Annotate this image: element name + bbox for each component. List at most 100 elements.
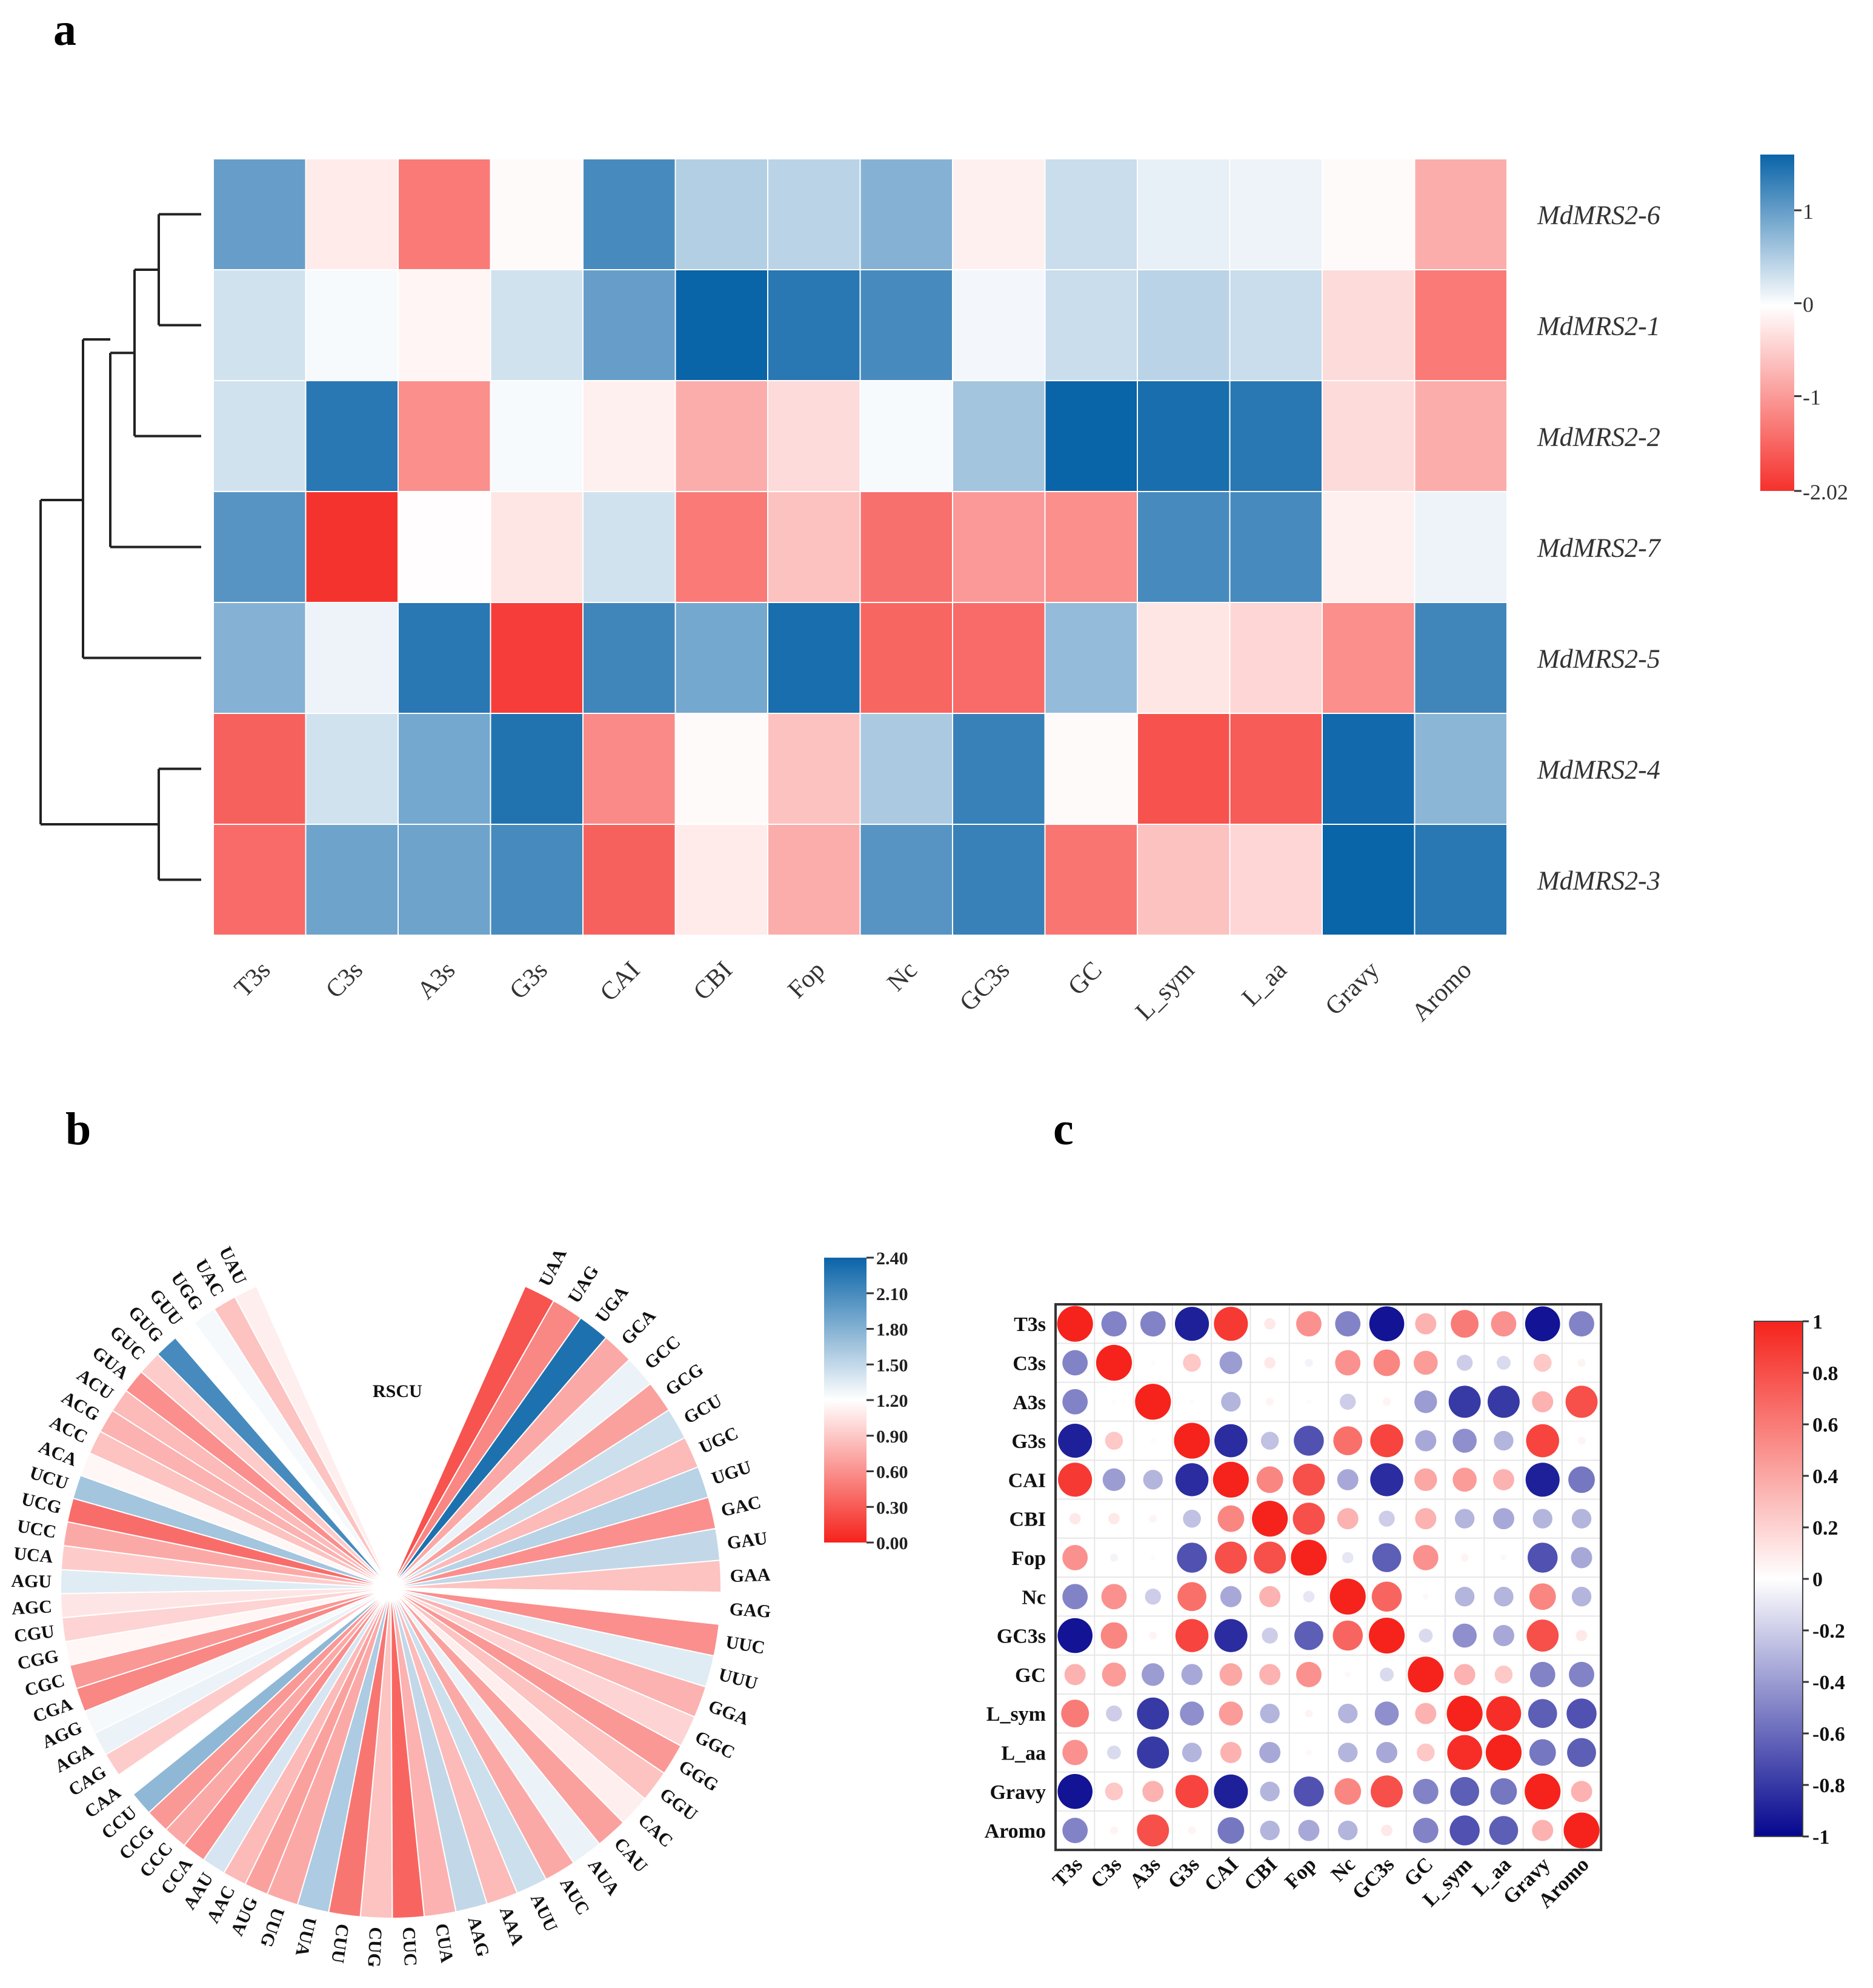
correlation-circle — [1106, 1745, 1121, 1760]
heatmap-cell — [674, 269, 768, 381]
correlation-circle — [1061, 1699, 1090, 1728]
column-label: Fop — [1280, 1853, 1320, 1893]
column-label: G3s — [504, 956, 553, 1005]
correlation-circle — [1057, 1618, 1093, 1653]
correlation-circle — [1220, 1586, 1242, 1607]
correlation-circle — [1264, 1357, 1276, 1369]
correlation-circle — [1062, 1350, 1088, 1376]
correlation-circle — [1370, 1424, 1403, 1458]
correlation-circle — [1137, 1697, 1169, 1730]
heatmap-cell — [490, 824, 584, 936]
heatmap-cell — [1044, 602, 1138, 714]
correlation-circle — [1494, 1666, 1513, 1684]
codon-label: GCC — [640, 1332, 684, 1373]
correlation-circle — [1492, 1469, 1514, 1490]
heatmap-cell — [1414, 158, 1508, 270]
heatmap-cell — [213, 380, 307, 492]
heatmap-cell — [1229, 713, 1323, 825]
column-label: Gravy — [1320, 956, 1385, 1021]
column-label: T3s — [229, 956, 276, 1003]
codon-label: UGC — [696, 1423, 741, 1458]
correlation-circle — [1412, 1778, 1439, 1804]
heatmap-cell — [582, 602, 676, 714]
correlation-circle — [1415, 1508, 1437, 1530]
correlation-circle — [1370, 1463, 1403, 1496]
row-label: T3s — [1014, 1313, 1046, 1336]
heatmap-cell — [1137, 158, 1231, 270]
heatmap-cell — [952, 269, 1046, 381]
column-label: Aromo — [1406, 956, 1477, 1027]
correlation-circle — [1414, 1350, 1438, 1375]
correlation-circle — [1577, 1436, 1586, 1445]
correlation-circle — [1260, 1820, 1280, 1841]
correlation-circle — [1494, 1430, 1514, 1451]
heatmap-cell — [1137, 491, 1231, 603]
row-label: MdMRS2-2 — [1537, 422, 1660, 452]
correlation-circle — [1563, 1812, 1600, 1849]
correlation-circle — [1109, 1553, 1119, 1562]
correlation-circle — [1528, 1543, 1558, 1573]
correlation-circle — [1571, 1509, 1592, 1529]
correlation-circle — [1062, 1389, 1088, 1415]
column-label: Nc — [882, 956, 923, 997]
correlation-circle — [1415, 1703, 1437, 1724]
correlation-circle — [1062, 1584, 1088, 1610]
heatmap-cell — [1044, 269, 1138, 381]
heatmap-cell — [1414, 602, 1508, 714]
colorbar-tick-label: 0.30 — [876, 1498, 908, 1518]
correlation-circle — [1496, 1355, 1511, 1370]
correlation-circle — [1259, 1664, 1281, 1686]
row-label: MdMRS2-7 — [1537, 533, 1662, 563]
correlation-circle — [1485, 1734, 1522, 1771]
heatmap-cell — [398, 491, 491, 603]
correlation-circle — [1494, 1587, 1514, 1607]
heatmap-cell — [1229, 380, 1323, 492]
heatmap-cell — [1322, 158, 1416, 270]
correlation-circle — [1454, 1664, 1475, 1686]
correlation-circle — [1266, 1398, 1274, 1406]
colorbar-tick-label: 0.8 — [1812, 1363, 1838, 1385]
correlation-circle — [1492, 1625, 1514, 1647]
correlation-circle — [1525, 1773, 1561, 1810]
correlation-circle — [1214, 1619, 1248, 1652]
correlation-circle — [1332, 1620, 1363, 1651]
correlation-circle — [1106, 1705, 1122, 1722]
heatmap-cell — [398, 158, 491, 270]
panel-label-b: b — [65, 1104, 91, 1155]
colorbar-tick-label: 0.4 — [1812, 1466, 1838, 1488]
correlation-circle — [1174, 1307, 1209, 1341]
correlation-circle — [1337, 1508, 1359, 1530]
heatmap-cell — [582, 158, 676, 270]
heatmap-cell — [582, 713, 676, 825]
codon-label: UUG — [256, 1905, 288, 1950]
correlation-circle — [1525, 1306, 1560, 1341]
codon-label: UCU — [27, 1463, 71, 1493]
codon-label: UUA — [291, 1915, 320, 1958]
heatmap-cell — [1322, 713, 1416, 825]
correlation-circle — [1188, 1826, 1196, 1835]
codon-label: UCA — [13, 1544, 54, 1567]
correlation-circle — [1529, 1739, 1556, 1766]
correlation-circle — [1135, 1384, 1171, 1420]
correlation-circle — [1145, 1589, 1161, 1605]
heatmap-cell — [582, 269, 676, 381]
correlation-circle — [1329, 1578, 1366, 1615]
correlation-circle — [1111, 1399, 1117, 1404]
heatmap-cell — [1322, 269, 1416, 381]
column-label: CBI — [688, 956, 738, 1006]
row-label: CBI — [1010, 1509, 1046, 1531]
correlation-circle — [1567, 1738, 1596, 1767]
heatmap-cell — [674, 380, 768, 492]
heatmap-cell — [952, 602, 1046, 714]
correlation-circle — [1414, 1468, 1437, 1492]
colorbar-tick-label: 0.60 — [876, 1463, 908, 1483]
correlation-circle — [1532, 1820, 1554, 1841]
correlation-circle — [1492, 1508, 1514, 1530]
correlation-circle — [1460, 1553, 1469, 1562]
correlation-circle — [1291, 1539, 1327, 1576]
correlation-circle — [1105, 1432, 1123, 1450]
correlation-circle — [1189, 1399, 1195, 1404]
heatmap-cell — [305, 602, 399, 714]
correlation-circle — [1532, 1391, 1554, 1413]
